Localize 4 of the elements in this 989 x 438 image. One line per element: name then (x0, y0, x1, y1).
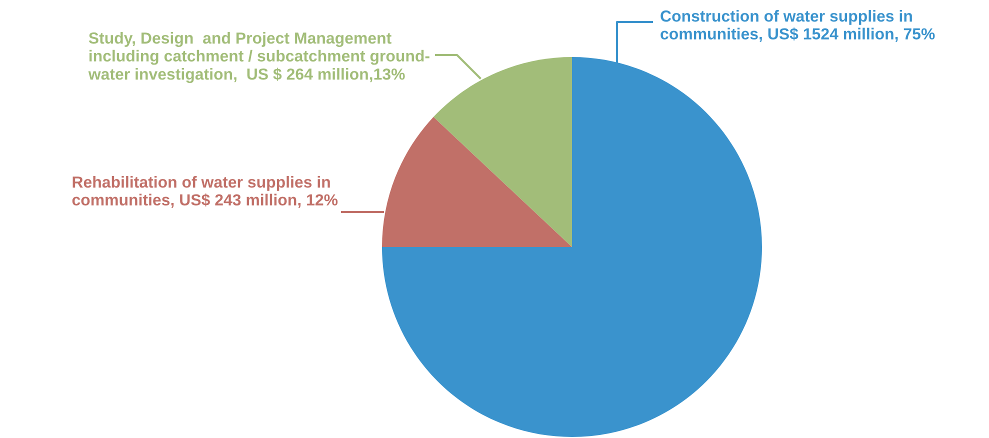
slice-label: Construction of water supplies in communities, US$ 1524 million, 75% (660, 10, 935, 42)
slice-label: Study, Design and Project Management including catchment / subcatchment ground- water investigation, US $ 264 million,13% (88, 32, 430, 84)
slice-label: Rehabilitation of water supplies in communities, US$ 243 million, 12% (72, 176, 338, 208)
pie-slice (433, 57, 572, 247)
